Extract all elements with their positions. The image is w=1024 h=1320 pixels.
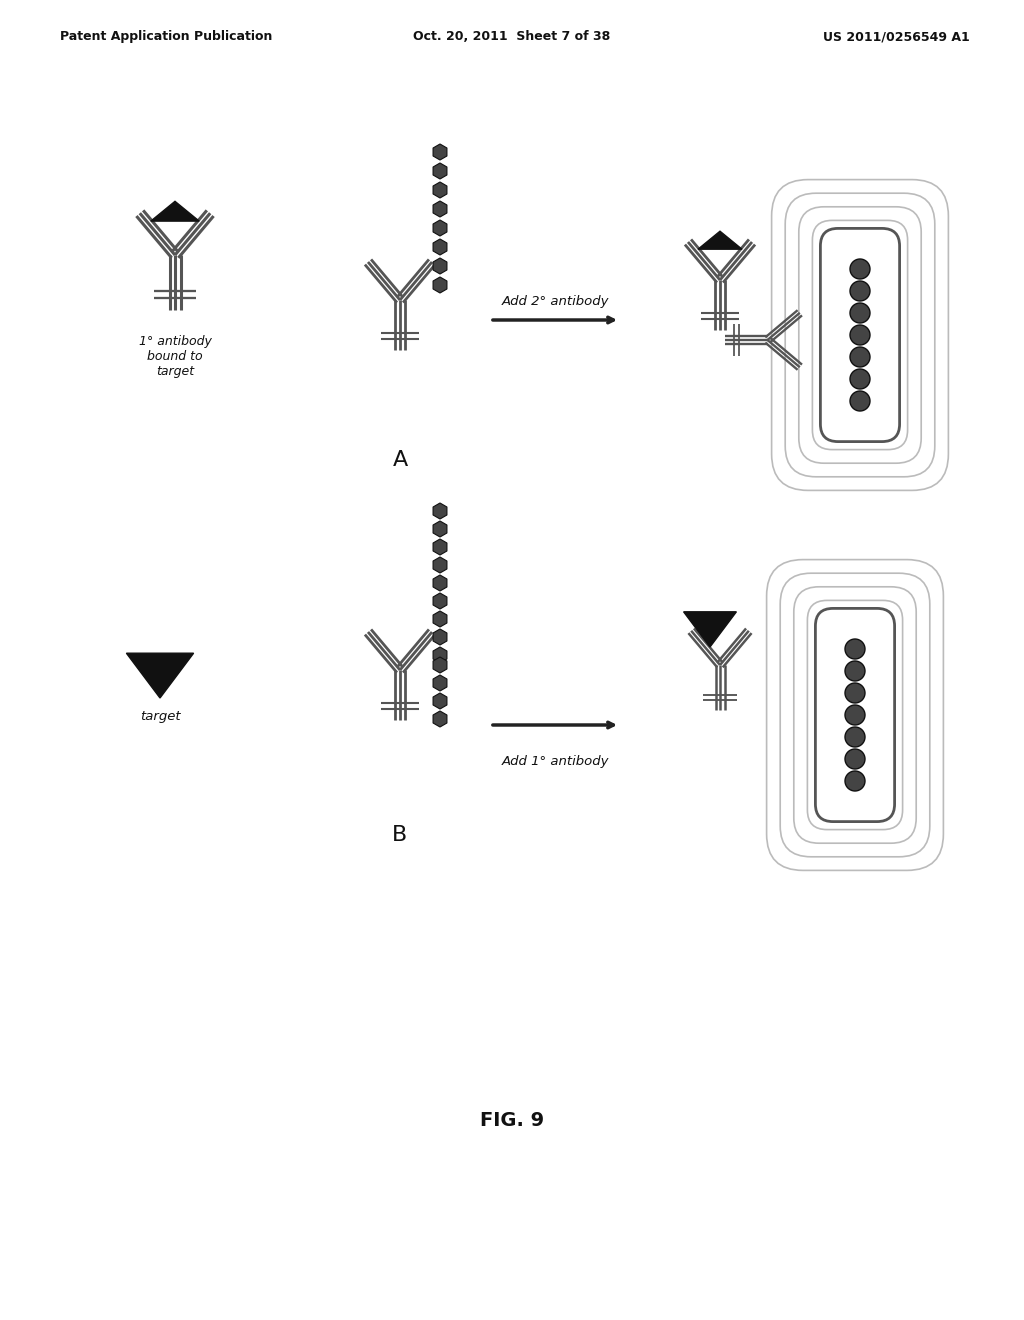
Polygon shape: [433, 162, 446, 180]
Text: FIG. 9: FIG. 9: [480, 1110, 544, 1130]
Circle shape: [845, 682, 865, 704]
Circle shape: [850, 325, 870, 345]
Polygon shape: [126, 653, 194, 698]
Polygon shape: [433, 220, 446, 236]
Polygon shape: [433, 611, 446, 627]
FancyBboxPatch shape: [815, 609, 895, 821]
Text: A: A: [392, 450, 408, 470]
Circle shape: [850, 259, 870, 279]
Text: Patent Application Publication: Patent Application Publication: [60, 30, 272, 44]
Circle shape: [850, 281, 870, 301]
Circle shape: [845, 727, 865, 747]
Text: US 2011/0256549 A1: US 2011/0256549 A1: [823, 30, 970, 44]
Circle shape: [850, 347, 870, 367]
Polygon shape: [433, 711, 446, 727]
Circle shape: [845, 639, 865, 659]
Polygon shape: [433, 257, 446, 275]
Polygon shape: [433, 675, 446, 690]
Polygon shape: [433, 144, 446, 160]
Circle shape: [845, 705, 865, 725]
Circle shape: [850, 391, 870, 411]
Polygon shape: [698, 231, 742, 249]
Polygon shape: [433, 503, 446, 519]
Text: 1° antibody
bound to
target: 1° antibody bound to target: [138, 335, 211, 378]
Polygon shape: [433, 201, 446, 216]
Circle shape: [845, 661, 865, 681]
Polygon shape: [433, 277, 446, 293]
Polygon shape: [684, 611, 736, 647]
Circle shape: [845, 771, 865, 791]
Polygon shape: [433, 647, 446, 663]
Text: B: B: [392, 825, 408, 845]
Polygon shape: [433, 557, 446, 573]
Polygon shape: [433, 693, 446, 709]
Polygon shape: [433, 630, 446, 645]
FancyBboxPatch shape: [820, 228, 900, 442]
Polygon shape: [433, 576, 446, 591]
Polygon shape: [433, 657, 446, 673]
Circle shape: [850, 370, 870, 389]
Text: target: target: [139, 710, 180, 723]
Circle shape: [845, 748, 865, 770]
Polygon shape: [151, 202, 200, 222]
Polygon shape: [433, 182, 446, 198]
Polygon shape: [433, 539, 446, 554]
Text: Add 2° antibody: Add 2° antibody: [502, 294, 608, 308]
Text: Add 1° antibody: Add 1° antibody: [502, 755, 608, 768]
Text: Oct. 20, 2011  Sheet 7 of 38: Oct. 20, 2011 Sheet 7 of 38: [414, 30, 610, 44]
Circle shape: [850, 304, 870, 323]
Polygon shape: [433, 239, 446, 255]
Polygon shape: [433, 521, 446, 537]
Polygon shape: [433, 593, 446, 609]
